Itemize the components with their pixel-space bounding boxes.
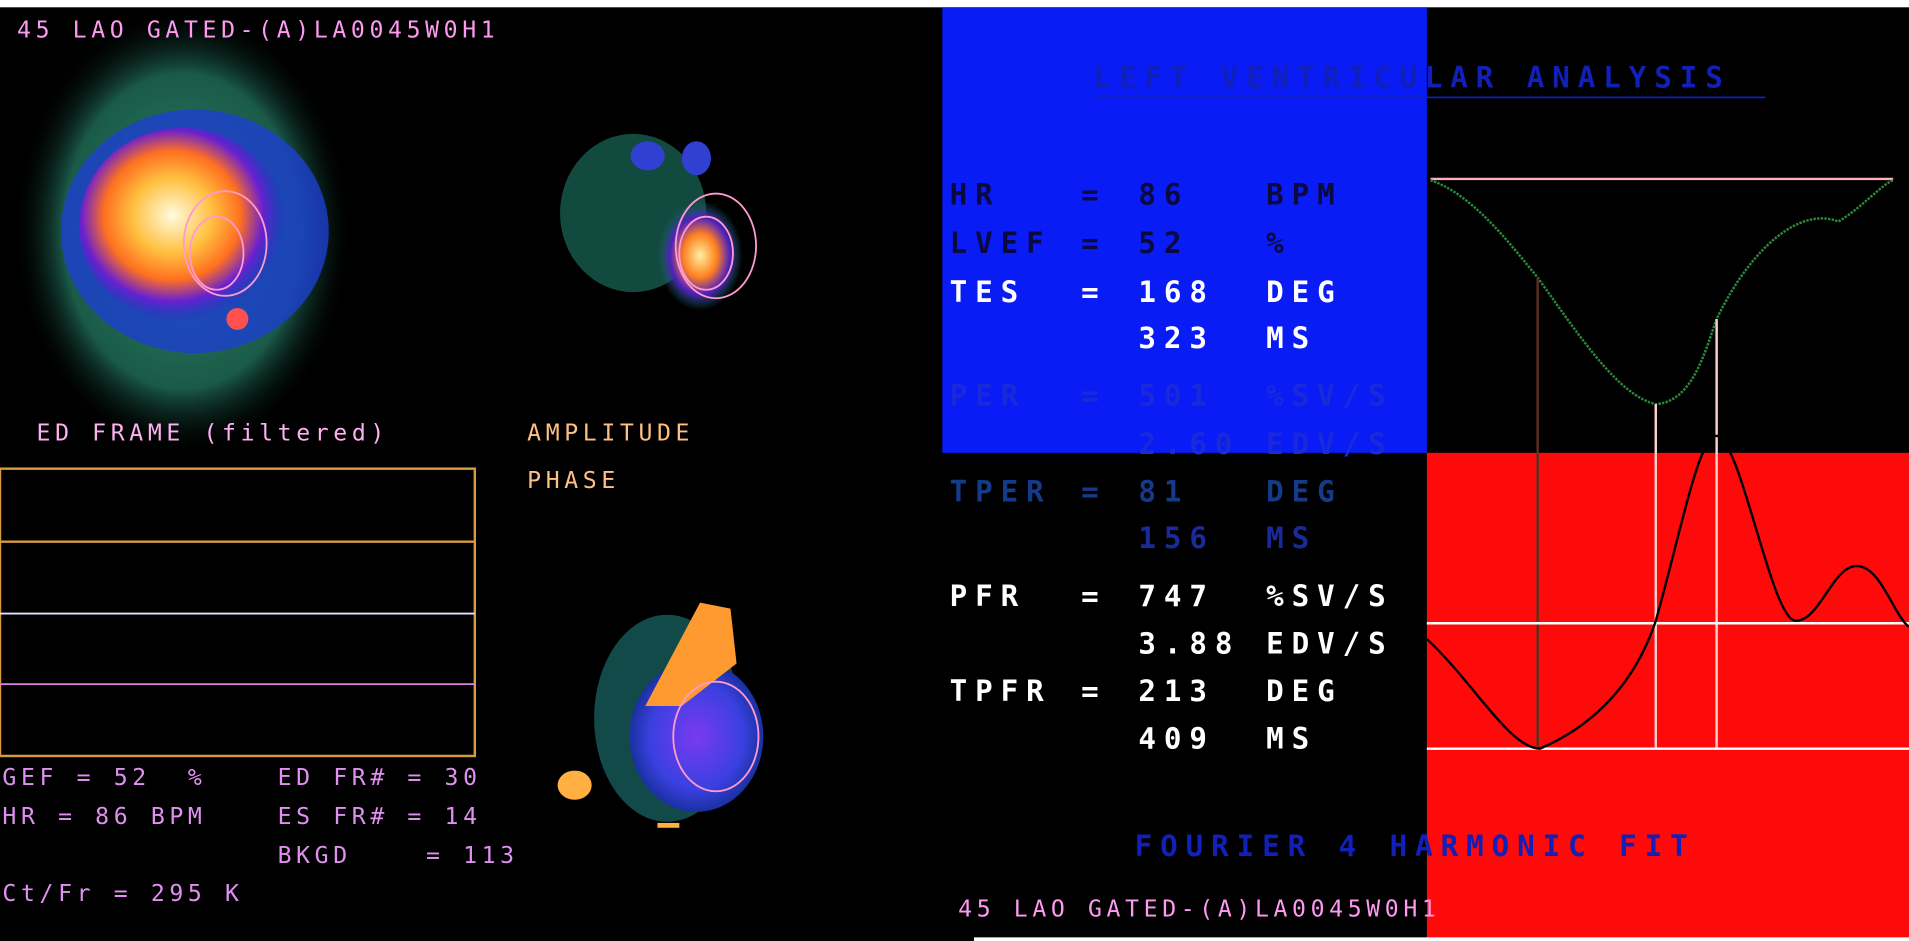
analysis-label: TPFR <box>950 674 1052 708</box>
analysis-unit: % <box>1266 226 1292 260</box>
analysis-value: 409 <box>1138 722 1215 756</box>
analysis-sign: = <box>1081 275 1107 309</box>
bottom-border <box>973 937 1909 941</box>
phase-image <box>557 602 764 828</box>
analysis-label: LVEF <box>950 226 1052 260</box>
analysis-label: HR <box>950 178 1001 212</box>
analysis-label: PER <box>950 378 1027 412</box>
image-label: PHASE <box>527 468 620 494</box>
analysis-sign: = <box>1081 178 1107 212</box>
analysis-value: 3.88 <box>1138 627 1240 661</box>
stat: GEF = 52 % <box>2 765 206 791</box>
footer: 45 LAO GATED-(A)LA0045W0H1 <box>958 897 1440 923</box>
analysis-unit: %SV/S <box>1266 378 1393 412</box>
analysis-value: 2.60 <box>1138 427 1240 461</box>
analysis-sign: = <box>1081 226 1107 260</box>
blue-panel <box>942 7 1427 453</box>
analysis-unit: %SV/S <box>1266 579 1393 613</box>
analysis-unit: MS <box>1266 722 1317 756</box>
stat: ES FR# = 14 <box>278 804 482 830</box>
analysis-sign: = <box>1081 475 1107 509</box>
analysis-value: 81 <box>1138 475 1189 509</box>
top-border <box>0 0 1909 8</box>
analysis-unit: MS <box>1266 321 1317 355</box>
analysis-value: 168 <box>1138 275 1215 309</box>
analysis-unit: EDV/S <box>1266 627 1393 661</box>
analysis-value: 747 <box>1138 579 1215 613</box>
analysis-label: TES <box>950 275 1027 309</box>
ed-frame-image <box>12 6 354 457</box>
analysis-label: PFR <box>950 579 1027 613</box>
analysis-unit: EDV/S <box>1266 427 1393 461</box>
analysis-unit: BPM <box>1266 178 1343 212</box>
stat: ED FR# = 30 <box>278 765 482 791</box>
fourier-graph <box>1426 177 1909 750</box>
analysis-unit: DEG <box>1266 674 1343 708</box>
stat: Ct/Fr = 295 K <box>2 881 243 907</box>
red-panel <box>1426 452 1909 941</box>
analysis-value: 501 <box>1138 378 1215 412</box>
analysis-unit: DEG <box>1266 475 1343 509</box>
image-label: AMPLITUDE <box>527 421 694 447</box>
analysis-title: LEFT VENTRICULAR ANALYSIS <box>1093 61 1730 95</box>
curve-box <box>0 467 477 758</box>
stat: BKGD = 113 <box>278 843 519 869</box>
analysis-sign: = <box>1081 579 1107 613</box>
header: 45 LAO GATED-(A)LA0045W0H1 <box>17 18 499 44</box>
analysis-sign: = <box>1081 378 1107 412</box>
analysis-value: 52 <box>1138 226 1189 260</box>
fit-title: FOURIER 4 HARMONIC FIT <box>1135 829 1696 863</box>
image-label: ED FRAME (filtered) <box>37 421 389 447</box>
analysis-unit: DEG <box>1266 275 1343 309</box>
analysis-unit: MS <box>1266 521 1317 555</box>
stat: HR = 86 BPM <box>2 804 206 830</box>
analysis-value: 323 <box>1138 321 1215 355</box>
analysis-sign: = <box>1081 674 1107 708</box>
analysis-value: 86 <box>1138 178 1189 212</box>
analysis-value: 213 <box>1138 674 1215 708</box>
amplitude-image <box>560 133 757 311</box>
analysis-label: TPER <box>950 475 1052 509</box>
analysis-value: 156 <box>1138 521 1215 555</box>
